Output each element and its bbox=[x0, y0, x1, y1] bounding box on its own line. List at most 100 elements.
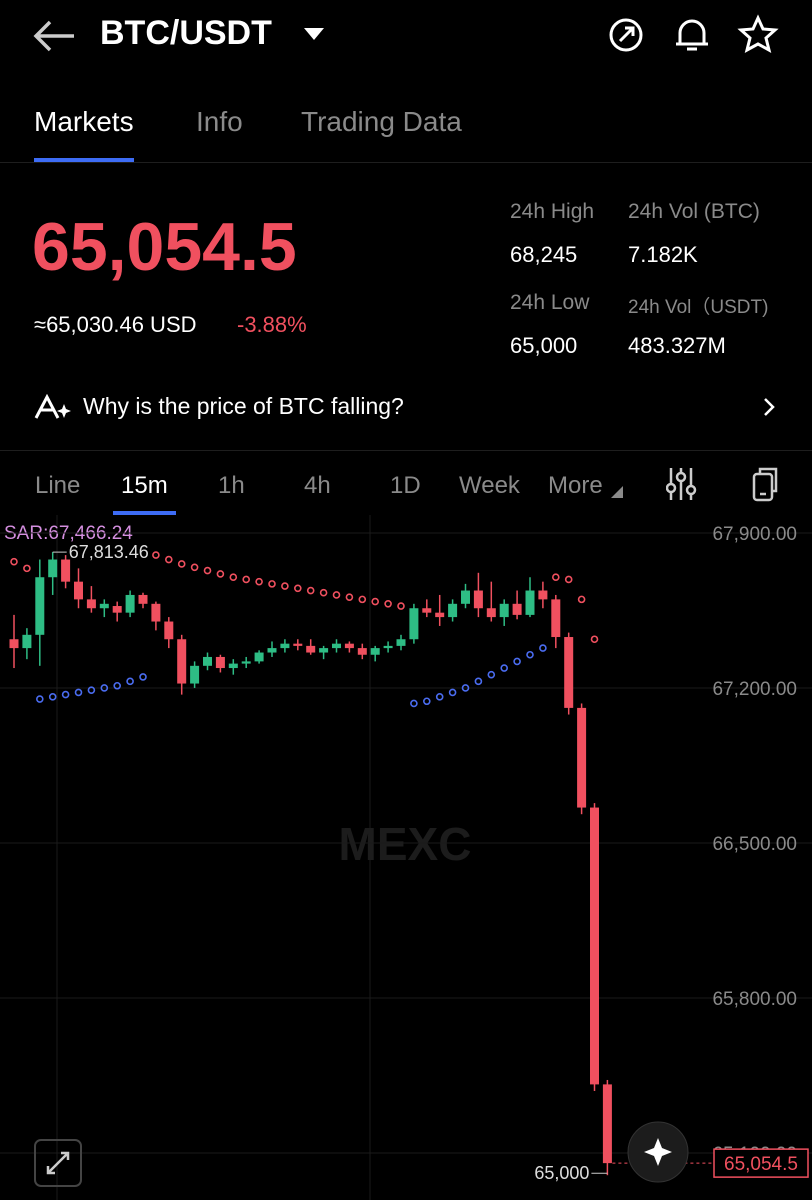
sar-dot bbox=[422, 697, 431, 706]
sar-dot bbox=[293, 584, 302, 593]
candle-body bbox=[241, 661, 251, 664]
interval[interactable]: Line bbox=[35, 472, 81, 499]
candle-body bbox=[306, 645, 316, 653]
y-tick-label: 67,200.00 bbox=[712, 679, 797, 700]
sar-dot bbox=[410, 699, 418, 708]
sar-label: SAR:67,466.24 bbox=[4, 523, 133, 544]
sar-dot bbox=[397, 602, 405, 610]
pair-dropdown[interactable] bbox=[302, 26, 326, 42]
candle-body bbox=[499, 603, 509, 618]
fiat-price: ≈65,030.46 USD bbox=[34, 312, 197, 337]
candle-body bbox=[461, 590, 470, 604]
stat-value: 68,245 bbox=[510, 242, 578, 267]
candle-body bbox=[551, 599, 561, 638]
y-tick-label: 65,800.00 bbox=[712, 989, 797, 1010]
last-price-tag bbox=[713, 1148, 809, 1178]
sar-dot bbox=[539, 644, 547, 652]
candle-body bbox=[486, 608, 496, 618]
last-price: 65,054.5 bbox=[32, 209, 297, 285]
ai-icon bbox=[34, 394, 71, 419]
interval[interactable]: 1h bbox=[218, 472, 245, 499]
interval[interactable]: Week bbox=[459, 472, 520, 499]
price-change: -3.88% bbox=[237, 312, 307, 337]
divider bbox=[0, 450, 812, 451]
candle-body bbox=[512, 603, 522, 615]
stat-value: 483.327M bbox=[628, 333, 726, 358]
sar-dot bbox=[577, 595, 586, 604]
candle-body bbox=[602, 1084, 612, 1164]
sar-dot bbox=[74, 688, 83, 697]
insight-link[interactable]: Why is the price of BTC falling? bbox=[83, 393, 404, 419]
candlestick-chart: MEXC SAR:67,466.24 67,900.00 67,200.00 66,… bbox=[0, 515, 812, 1200]
expand-button[interactable] bbox=[34, 1139, 82, 1187]
tab[interactable]: Trading Data bbox=[301, 106, 462, 137]
candle-body bbox=[422, 608, 432, 613]
candle-body bbox=[396, 639, 406, 646]
sar-dot bbox=[152, 551, 160, 559]
sar-dot bbox=[306, 586, 315, 595]
candle-body bbox=[228, 663, 238, 669]
candle-body bbox=[370, 648, 380, 655]
y-tick-label: 67,900.00 bbox=[712, 524, 797, 545]
sar-dot bbox=[500, 664, 509, 672]
sar-dot bbox=[268, 580, 276, 588]
candle-body bbox=[22, 634, 32, 649]
candle-body bbox=[177, 639, 187, 684]
sar-dot bbox=[551, 573, 560, 582]
sar-dot bbox=[319, 588, 328, 597]
header-icons[interactable] bbox=[606, 14, 796, 56]
interval-underline bbox=[113, 511, 176, 515]
sar-dot bbox=[100, 684, 109, 692]
sar-dot bbox=[190, 563, 199, 572]
sar-dot bbox=[113, 681, 121, 690]
candle-body bbox=[564, 637, 574, 708]
chevron[interactable] bbox=[762, 396, 776, 418]
sar-dot bbox=[139, 673, 147, 681]
pair-title[interactable]: BTC/USDT bbox=[100, 14, 272, 52]
chart-tools[interactable] bbox=[666, 466, 786, 502]
sar-dot bbox=[332, 591, 341, 599]
interval[interactable]: More bbox=[548, 472, 603, 499]
sar-dot bbox=[345, 593, 354, 601]
candle-body bbox=[125, 594, 135, 613]
sar-dot bbox=[384, 600, 392, 608]
candle-body bbox=[99, 603, 109, 609]
sar-dot bbox=[281, 582, 289, 590]
candle-body bbox=[86, 599, 96, 609]
tab[interactable]: Info bbox=[196, 106, 243, 137]
sar-dot bbox=[526, 650, 534, 659]
sar-dot bbox=[564, 575, 573, 584]
back-button[interactable] bbox=[30, 18, 78, 54]
interval[interactable]: 1D bbox=[390, 472, 421, 499]
tab-underline bbox=[34, 158, 134, 162]
last-price-label: 65,054.5 bbox=[724, 1154, 798, 1175]
sar-dot bbox=[487, 670, 496, 679]
sar-dot bbox=[255, 577, 263, 586]
interval[interactable]: 15m bbox=[121, 472, 168, 499]
tab[interactable]: Markets bbox=[34, 106, 134, 137]
sar-dot bbox=[87, 686, 96, 694]
sar-dot bbox=[23, 564, 31, 573]
candle-body bbox=[190, 665, 200, 684]
sar-dot bbox=[461, 684, 470, 692]
candle-body bbox=[9, 639, 19, 649]
candle-body bbox=[473, 590, 483, 609]
watermark: MEXC bbox=[339, 818, 472, 870]
stat-label: 24h Vol (BTC) bbox=[628, 200, 760, 223]
candle-body bbox=[538, 590, 548, 600]
candle-body bbox=[254, 652, 264, 662]
sar-dot bbox=[474, 677, 483, 686]
sar-dot bbox=[358, 595, 367, 604]
sar-dot bbox=[177, 560, 186, 568]
interval[interactable]: 4h bbox=[304, 472, 331, 499]
candle-body bbox=[280, 643, 290, 649]
candle-body bbox=[164, 621, 174, 640]
candle-body bbox=[448, 603, 458, 618]
candle-body bbox=[409, 608, 419, 640]
candle-body bbox=[435, 612, 445, 618]
sar-dot bbox=[216, 570, 225, 578]
candle-body bbox=[357, 648, 367, 655]
sar-dot bbox=[61, 690, 70, 699]
ai-button[interactable] bbox=[626, 1120, 690, 1184]
